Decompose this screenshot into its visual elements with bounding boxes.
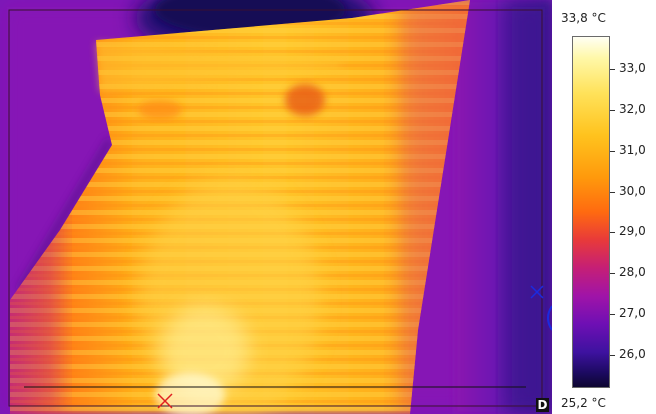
scale-tick-mark <box>610 191 615 193</box>
scale-tick-label: 33,0 <box>619 60 646 75</box>
blue-cross-marker <box>530 285 544 299</box>
scale-tick-label: 27,0 <box>619 306 646 321</box>
scale-tick-label: 31,0 <box>619 142 646 157</box>
scale-max-label: 33,8 °C <box>561 11 606 25</box>
red-cross-marker <box>157 393 173 409</box>
scale-tick-label: 32,0 <box>619 101 646 116</box>
frame-corner-badge: D <box>536 398 549 412</box>
scale-tick-mark <box>610 314 615 316</box>
scale-tick-label: 29,0 <box>619 224 646 239</box>
scale-tick-mark <box>610 232 615 234</box>
scale-tick-label: 30,0 <box>619 183 646 198</box>
color-scale-bar <box>572 36 610 388</box>
temperature-scale: 33,8 °C 33,0 32,0 31,0 30,0 29,0 28,0 27,0 26,0… <box>552 0 656 414</box>
scale-tick-label: 28,0 <box>619 265 646 280</box>
scale-tick-mark <box>610 355 615 357</box>
scale-tick-mark <box>610 273 615 275</box>
scale-min-label: 25,2 °C <box>561 396 606 410</box>
thermal-image: D <box>0 0 552 414</box>
scale-tick-label: 26,0 <box>619 347 646 362</box>
scale-tick-mark <box>610 68 615 70</box>
scale-tick-mark <box>610 109 615 111</box>
scale-tick-mark <box>610 150 615 152</box>
bracket-marker <box>547 305 552 331</box>
